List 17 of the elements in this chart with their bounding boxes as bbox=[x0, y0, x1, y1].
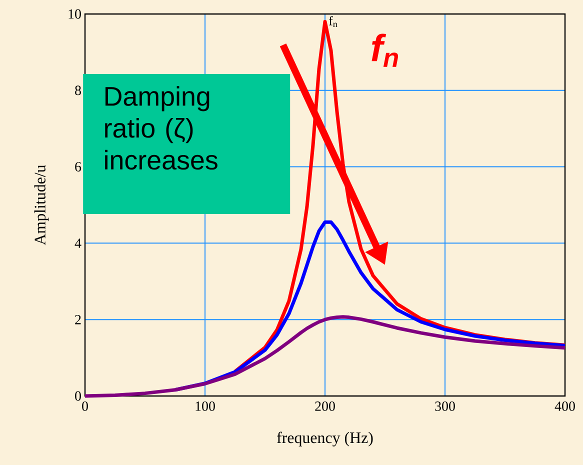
x-tick-label: 100 bbox=[196, 402, 215, 411]
line-series bbox=[83, 315, 567, 398]
y-tick-label: 0 bbox=[75, 391, 81, 401]
x-tick-label: 300 bbox=[435, 402, 455, 411]
x-tick-label: 0 bbox=[82, 402, 88, 411]
y-tick-label: 4 bbox=[74, 238, 82, 248]
annotation: f$_{n}$ bbox=[328, 16, 338, 28]
x-tick-label: 200 bbox=[315, 402, 335, 411]
y-tick-label: 8 bbox=[75, 86, 81, 96]
x-axis-title: frequency (Hz) bbox=[277, 432, 373, 446]
y-tick-label: 2 bbox=[75, 314, 81, 324]
y-tick-label: 6 bbox=[75, 162, 82, 172]
x-tick-label: 400 bbox=[554, 402, 575, 411]
annotation: f$_{n}$ bbox=[372, 34, 398, 67]
y-tick-label: 10 bbox=[68, 9, 81, 19]
y-axis-title: Amplitude/u bbox=[34, 164, 49, 246]
annotation: Damping ratio (ζ) increases bbox=[105, 86, 218, 170]
